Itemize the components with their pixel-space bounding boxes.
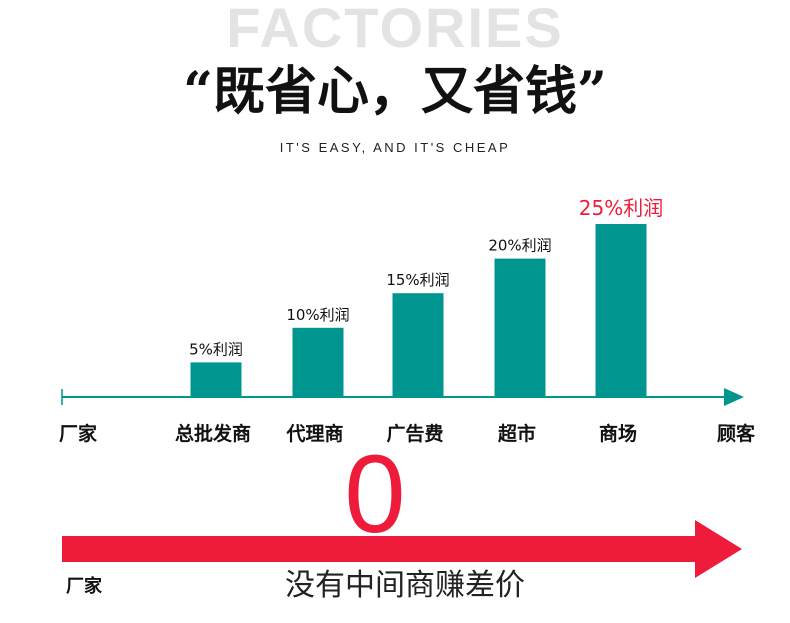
data-label-2: 10%利润 (286, 306, 349, 324)
category-label-4: 超市 (497, 422, 536, 445)
page-title: “既省心，又省钱” (183, 61, 607, 122)
data-label-3: 15%利润 (386, 271, 449, 289)
category-label-5: 商场 (599, 422, 637, 445)
bottom-caption: 没有中间商赚差价 (285, 568, 525, 603)
watermark-text: FACTORIES (226, 0, 564, 59)
axis-start-label: 厂家 (59, 422, 98, 445)
axis-end-label: 顾客 (717, 422, 756, 445)
category-label-2: 代理商 (285, 422, 343, 445)
page-subtitle: IT'S EASY, AND IT'S CHEAP (279, 140, 511, 155)
category-label-1: 总批发商 (175, 422, 251, 445)
bar-1 (190, 362, 242, 397)
bar-2 (292, 327, 344, 397)
bar-5 (595, 224, 647, 397)
data-label-4: 20%利润 (488, 237, 551, 255)
bottom-start-label: 厂家 (66, 576, 102, 597)
axis-arrow-icon (724, 388, 744, 406)
red-arrow-icon (62, 520, 742, 578)
bar-4 (494, 258, 546, 397)
bar-3 (392, 293, 444, 397)
zero-markup-value: 0 (344, 433, 406, 556)
category-label-3: 广告费 (386, 422, 443, 445)
data-label-1: 5%利润 (189, 340, 243, 358)
data-label-5: 25%利润 (579, 196, 663, 220)
